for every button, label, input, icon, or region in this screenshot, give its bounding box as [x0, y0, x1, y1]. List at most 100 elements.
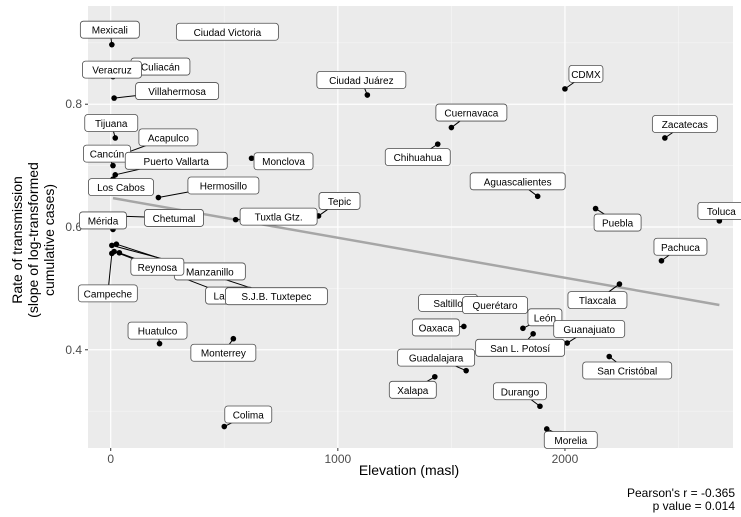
- point-label-box: [553, 320, 626, 338]
- point-label-box: [651, 115, 718, 133]
- point-label-box: [224, 405, 273, 424]
- point-label: Chetumal: [153, 214, 196, 225]
- point-label-box: [397, 348, 476, 367]
- data-point: [232, 216, 239, 223]
- x-tick-label: 2000: [552, 452, 579, 466]
- point-label: Mexicali: [92, 26, 128, 37]
- data-point: [109, 242, 115, 249]
- point-label-box: [175, 22, 279, 41]
- point-label-box: [697, 201, 741, 220]
- data-point: [109, 250, 115, 257]
- data-point: [616, 281, 623, 287]
- point-label: Toluca: [707, 207, 736, 218]
- y-axis-title-line1: Rate of transmission: [9, 176, 25, 304]
- point-label: Los Cabos: [97, 183, 145, 194]
- point-label: San Cristóbal: [597, 367, 657, 378]
- point-label-box: [253, 152, 314, 171]
- data-point: [111, 95, 117, 101]
- point-label: Mérida: [88, 216, 119, 227]
- point-label: Cuernavaca: [444, 109, 498, 120]
- point-label: Huatulco: [138, 327, 178, 338]
- point-label-box: [475, 338, 566, 357]
- point-label-box: [127, 321, 188, 340]
- data-point: [463, 367, 469, 374]
- data-point: [461, 323, 467, 330]
- data-point: [432, 373, 438, 380]
- point-label-box: [224, 287, 328, 306]
- y-tick-label: 0.8: [65, 97, 82, 111]
- point-label: S.J.B. Tuxtepec: [241, 292, 311, 303]
- point-label-box: [411, 318, 460, 337]
- data-point: [448, 124, 455, 131]
- point-label: Pachuca: [661, 243, 700, 254]
- point-label: Cancún: [90, 150, 124, 161]
- point-label-box: [582, 361, 673, 380]
- point-label-box: [435, 103, 508, 122]
- data-point: [112, 172, 119, 178]
- data-point: [520, 325, 526, 332]
- x-tick-label: 1000: [324, 452, 351, 466]
- point-label: Acapulco: [148, 133, 190, 144]
- point-label: Chihuahua: [394, 153, 443, 164]
- point-label-box: [79, 20, 140, 39]
- data-point: [248, 155, 255, 162]
- data-point: [113, 241, 120, 247]
- pearson-r-text: Pearson's r = -0.365: [626, 486, 735, 500]
- point-label-box: [144, 209, 204, 227]
- x-tick-label: 0: [107, 452, 114, 466]
- point-label: Guadalajara: [409, 354, 464, 365]
- point-label-box: [469, 172, 566, 191]
- point-label-box: [239, 207, 318, 226]
- point-label: Saltillo: [433, 299, 463, 310]
- data-point: [116, 249, 123, 256]
- point-label-box: [384, 148, 451, 167]
- point-label-box: [84, 114, 139, 132]
- point-label-box: [462, 296, 528, 315]
- point-label-box: [527, 308, 563, 327]
- point-labels: Mexicali Ciudad Victoria Culiacán Veracruz V…: [77, 20, 741, 449]
- point-label-box: [388, 380, 437, 399]
- point-label: Monclova: [262, 157, 305, 168]
- data-point: [364, 92, 371, 98]
- data-point: [230, 335, 237, 342]
- point-label-box: [493, 382, 547, 401]
- point-label-box: [318, 192, 361, 210]
- point-label: Querétaro: [473, 301, 518, 312]
- point-label: Manzanillo: [186, 267, 234, 278]
- point-label: Veracruz: [92, 66, 131, 77]
- point-label-box: [187, 176, 260, 195]
- point-label: Oaxaca: [419, 323, 454, 334]
- point-label-box: [79, 211, 127, 230]
- y-axis-title-line3: cumulative cases): [41, 184, 57, 296]
- point-label: Puerto Vallarta: [144, 157, 210, 168]
- point-label: Tepic: [328, 197, 351, 208]
- trend-line: [112, 196, 720, 307]
- data-point: [658, 257, 665, 264]
- point-label: San L. Potosí: [490, 344, 550, 355]
- x-axis-title: Elevation (masl): [359, 462, 459, 478]
- point-label-box: [138, 128, 199, 147]
- point-label: Culiacán: [141, 63, 180, 74]
- point-label-box: [130, 257, 185, 276]
- point-label: Villahermosa: [148, 87, 206, 98]
- point-label-box: [124, 151, 228, 170]
- y-tick-label: 0.4: [65, 343, 82, 357]
- point-label: Xalapa: [397, 386, 429, 397]
- point-label: Ciudad Victoria: [194, 28, 262, 39]
- data-point: [592, 205, 599, 212]
- point-label-box: [593, 213, 642, 232]
- point-label-box: [567, 291, 628, 309]
- point-label: Ciudad Juárez: [329, 76, 393, 87]
- point-label-box: [190, 343, 257, 362]
- data-point: [155, 194, 162, 201]
- point-label-box: [316, 71, 407, 89]
- data-point: [543, 426, 550, 432]
- point-label-box: [82, 60, 142, 79]
- point-label-box: [135, 82, 220, 100]
- data-point: [662, 135, 668, 141]
- data-point: [434, 141, 441, 147]
- point-label: Tijuana: [95, 119, 128, 130]
- data-point: [562, 86, 568, 92]
- point-label: Guanajuato: [563, 325, 615, 336]
- data-point: [564, 340, 571, 346]
